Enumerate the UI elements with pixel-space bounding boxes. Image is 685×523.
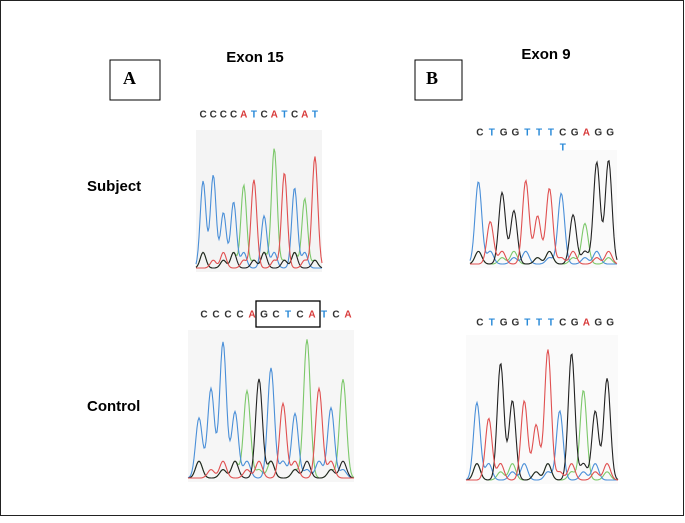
base-call: A	[344, 310, 351, 321]
chromatograms: C C C C A T C A T C A TC T G G T T T C G A G GTC C C C A G C T C A T C AC T…	[187, 110, 619, 484]
base-call: C	[210, 110, 217, 121]
base-call: G	[260, 310, 268, 321]
trace	[465, 400, 618, 481]
base-call: G	[500, 318, 508, 329]
base-call: T	[548, 128, 554, 139]
base-call: C	[559, 128, 566, 139]
trace-area	[188, 330, 354, 482]
panel-box	[109, 59, 161, 101]
trace	[195, 251, 323, 269]
trace-area	[466, 335, 618, 484]
base-call: C	[260, 110, 267, 121]
trace	[195, 175, 322, 269]
base-call: G	[500, 128, 508, 139]
highlight-box	[255, 300, 321, 328]
trace	[187, 378, 355, 479]
base-call: T	[321, 310, 327, 321]
base-call: T	[524, 318, 530, 329]
base-call: C	[272, 310, 279, 321]
exon-title: Exon 15	[226, 49, 284, 66]
base-call: T	[489, 318, 495, 329]
base-call: G	[606, 318, 614, 329]
secondary-call: T	[560, 143, 566, 154]
base-call: T	[281, 110, 287, 121]
base-call: C	[220, 110, 227, 121]
base-call: G	[594, 318, 602, 329]
trace-area	[470, 150, 617, 268]
base-call: C	[476, 318, 483, 329]
base-call: C	[199, 110, 206, 121]
base-call: A	[248, 310, 255, 321]
trace	[466, 349, 619, 481]
base-call: A	[583, 318, 590, 329]
base-call: T	[536, 128, 542, 139]
base-call: G	[512, 318, 520, 329]
panel-box	[414, 59, 463, 101]
base-call: C	[559, 318, 566, 329]
base-call: A	[301, 110, 308, 121]
base-call: T	[536, 318, 542, 329]
base-call: C	[332, 310, 339, 321]
base-call: T	[548, 318, 554, 329]
base-call: A	[271, 110, 278, 121]
base-call: C	[236, 310, 243, 321]
base-call: T	[312, 110, 318, 121]
base-call: C	[230, 110, 237, 121]
exon-title: Exon 9	[521, 46, 570, 63]
base-call: G	[606, 128, 614, 139]
trace	[187, 341, 355, 479]
base-call: A	[308, 310, 315, 321]
base-call: T	[251, 110, 257, 121]
panel-label: A	[123, 68, 136, 88]
row-label: Subject	[87, 178, 141, 195]
base-call: C	[224, 310, 231, 321]
base-call: A	[583, 128, 590, 139]
base-call: C	[291, 110, 298, 121]
trace	[196, 156, 323, 269]
base-call: A	[240, 110, 247, 121]
trace	[469, 159, 618, 265]
trace	[465, 353, 619, 481]
base-call: C	[200, 310, 207, 321]
base-call: T	[489, 128, 495, 139]
base-call: C	[296, 310, 303, 321]
base-call: T	[285, 310, 291, 321]
panel-label: B	[426, 68, 438, 88]
base-call: C	[212, 310, 219, 321]
base-call: C	[476, 128, 483, 139]
base-call: T	[524, 128, 530, 139]
base-call: G	[594, 128, 602, 139]
base-call: G	[512, 128, 520, 139]
base-call: G	[571, 128, 579, 139]
base-call: G	[571, 318, 579, 329]
trace	[470, 178, 618, 265]
trace	[188, 386, 354, 479]
row-label: Control	[87, 398, 140, 415]
